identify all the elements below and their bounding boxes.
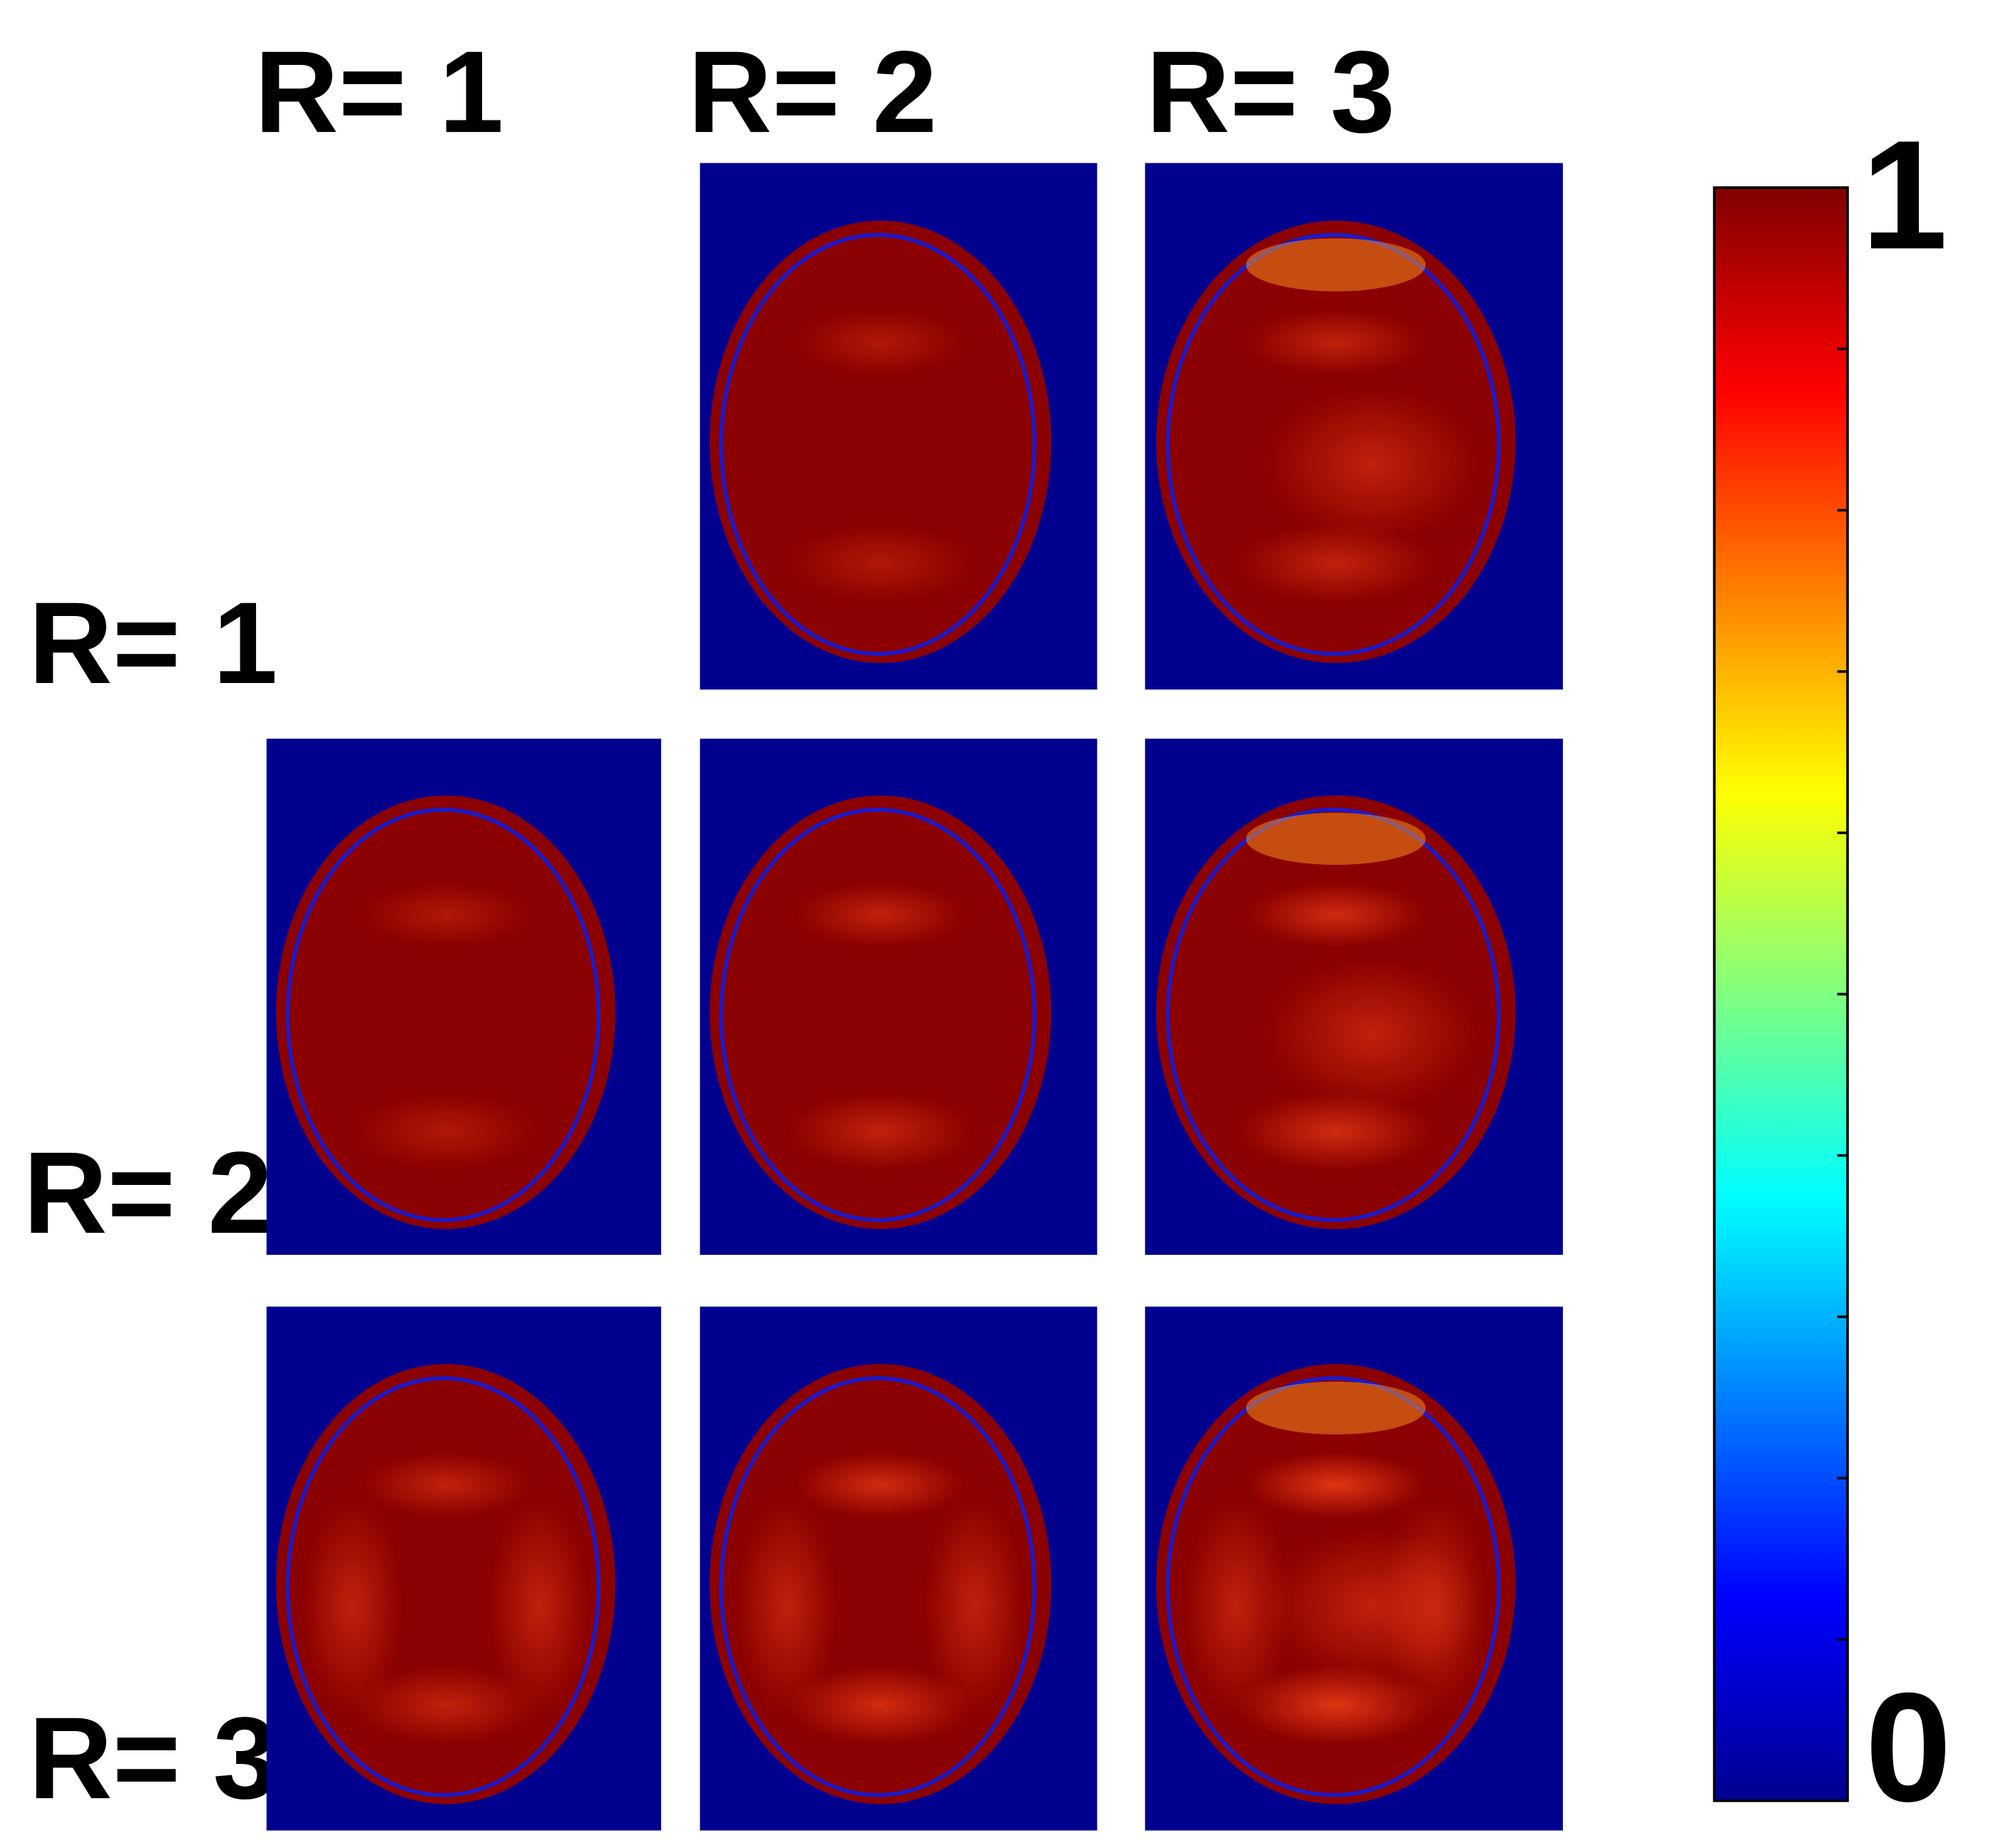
head-ring — [1166, 1376, 1501, 1797]
artifact — [1246, 238, 1426, 292]
artifact — [1264, 958, 1480, 1110]
head-ring — [719, 232, 1037, 656]
map-panel — [266, 739, 662, 1256]
artifact — [1246, 1381, 1426, 1434]
artifact — [786, 523, 975, 604]
map-panel — [700, 163, 1097, 690]
head-ring — [719, 1376, 1037, 1797]
column-label: R= 1 — [255, 26, 503, 157]
artifact — [1246, 309, 1426, 376]
head-ring — [1166, 808, 1501, 1222]
artifact — [361, 1452, 531, 1519]
map-panel — [1144, 163, 1563, 690]
colorbar — [1713, 186, 1849, 1802]
column-label: R= 3 — [1146, 26, 1395, 157]
artifact — [1264, 386, 1480, 542]
artifact — [1246, 882, 1426, 948]
colorbar-max-label: 1 — [1861, 108, 1947, 282]
column-label: R= 2 — [688, 26, 937, 157]
artifact — [301, 1496, 404, 1716]
map-panel — [700, 1306, 1097, 1831]
artifact — [1236, 523, 1435, 604]
colorbar-ticks — [1837, 347, 1848, 1641]
panel-grid — [266, 163, 1563, 1831]
head-ring — [285, 808, 601, 1222]
artifact — [794, 309, 966, 376]
artifact — [361, 882, 531, 948]
artifact — [794, 882, 966, 948]
row-label: R= 2 — [24, 1127, 272, 1258]
map-panel — [700, 739, 1097, 1256]
artifact — [923, 1496, 1026, 1716]
artifact — [1236, 1665, 1435, 1745]
map-panel — [266, 1306, 662, 1831]
artifact — [1183, 1496, 1291, 1716]
map-panel — [1144, 739, 1563, 1256]
row-label: R= 3 — [29, 1693, 277, 1823]
artifact — [735, 1496, 838, 1716]
artifact — [794, 1452, 966, 1519]
artifact — [786, 1665, 975, 1745]
artifact — [1236, 1092, 1435, 1171]
artifact — [352, 1092, 539, 1171]
head-ring — [719, 808, 1037, 1222]
artifact — [1246, 813, 1426, 866]
artifact — [1380, 1496, 1489, 1716]
head-ring — [285, 1376, 601, 1797]
artifact — [1246, 1452, 1426, 1519]
head-ring — [1166, 232, 1501, 656]
row-label: R= 1 — [29, 578, 277, 708]
artifact — [488, 1496, 590, 1716]
colorbar-min-label: 0 — [1865, 1661, 1952, 1834]
artifact — [786, 1092, 975, 1171]
artifact — [352, 1665, 539, 1745]
map-panel — [1144, 1306, 1563, 1831]
